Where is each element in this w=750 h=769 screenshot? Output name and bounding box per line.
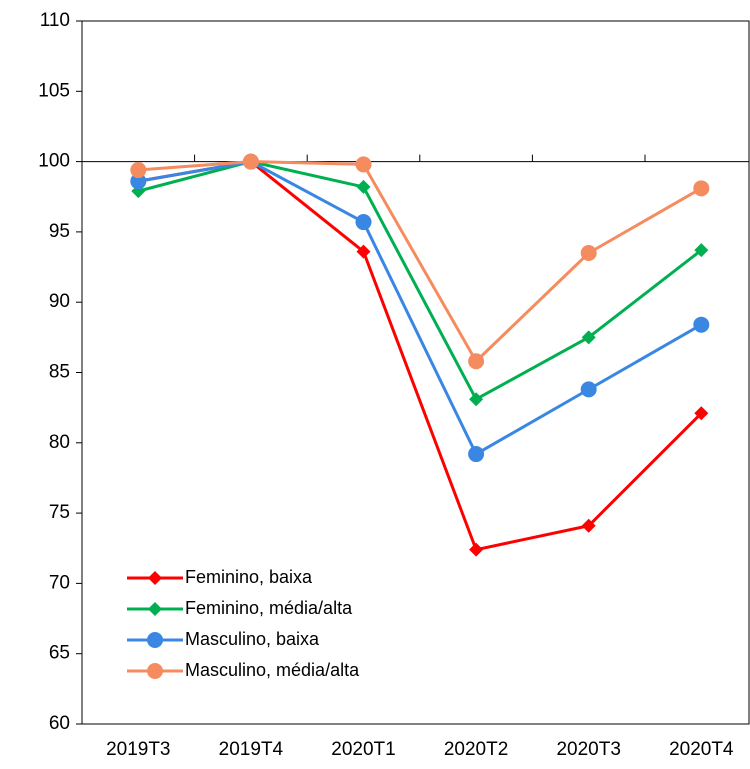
plot-frame bbox=[81, 20, 750, 725]
x-tick-label: 2019T3 bbox=[106, 739, 170, 760]
x-tick-label: 2020T4 bbox=[669, 739, 734, 760]
y-tick-label: 70 bbox=[49, 572, 70, 593]
series-line bbox=[138, 160, 703, 552]
marker bbox=[694, 243, 709, 258]
series-line bbox=[138, 160, 703, 456]
y-tick-label: 85 bbox=[49, 362, 70, 383]
y-tick-label: 110 bbox=[40, 10, 70, 31]
marker bbox=[147, 632, 163, 648]
marker bbox=[469, 392, 484, 407]
marker bbox=[148, 571, 162, 585]
x-tick-label: 2019T4 bbox=[219, 739, 284, 760]
y-tick-label: 105 bbox=[38, 80, 70, 101]
x-tick-label: 2020T1 bbox=[331, 739, 395, 760]
x-tick-label: 2020T2 bbox=[444, 739, 508, 760]
marker bbox=[580, 244, 597, 261]
marker bbox=[356, 244, 371, 259]
legend-label: Masculino, baixa bbox=[185, 629, 320, 649]
marker bbox=[148, 602, 162, 616]
marker bbox=[693, 316, 710, 333]
legend-label: Feminino, baixa bbox=[185, 567, 313, 587]
y-tick-label: 80 bbox=[49, 432, 70, 453]
marker bbox=[468, 353, 485, 370]
series-line bbox=[138, 160, 703, 363]
y-tick-label: 90 bbox=[49, 291, 70, 312]
series-line bbox=[137, 160, 703, 401]
marker bbox=[130, 173, 147, 190]
marker bbox=[580, 381, 597, 398]
marker bbox=[693, 180, 710, 197]
marker bbox=[355, 156, 372, 173]
marker bbox=[147, 663, 163, 679]
y-tick-label: 65 bbox=[49, 643, 70, 664]
marker bbox=[694, 406, 709, 421]
marker bbox=[581, 518, 596, 533]
y-tick-label: 60 bbox=[49, 713, 70, 734]
marker bbox=[469, 542, 484, 557]
marker bbox=[355, 214, 372, 231]
legend-label: Feminino, média/alta bbox=[185, 598, 353, 618]
y-tick-label: 75 bbox=[49, 502, 70, 523]
legend: Feminino, baixa Feminino, média/alta Mascu… bbox=[127, 567, 360, 680]
y-tick-label: 100 bbox=[38, 151, 70, 172]
y-tick-label: 95 bbox=[49, 221, 70, 242]
marker bbox=[130, 162, 147, 179]
x-tick-label: 2020T3 bbox=[556, 739, 620, 760]
legend-label: Masculino, média/alta bbox=[185, 660, 360, 680]
marker bbox=[356, 179, 371, 194]
marker bbox=[468, 446, 485, 463]
marker bbox=[242, 153, 259, 170]
marker bbox=[581, 330, 596, 345]
